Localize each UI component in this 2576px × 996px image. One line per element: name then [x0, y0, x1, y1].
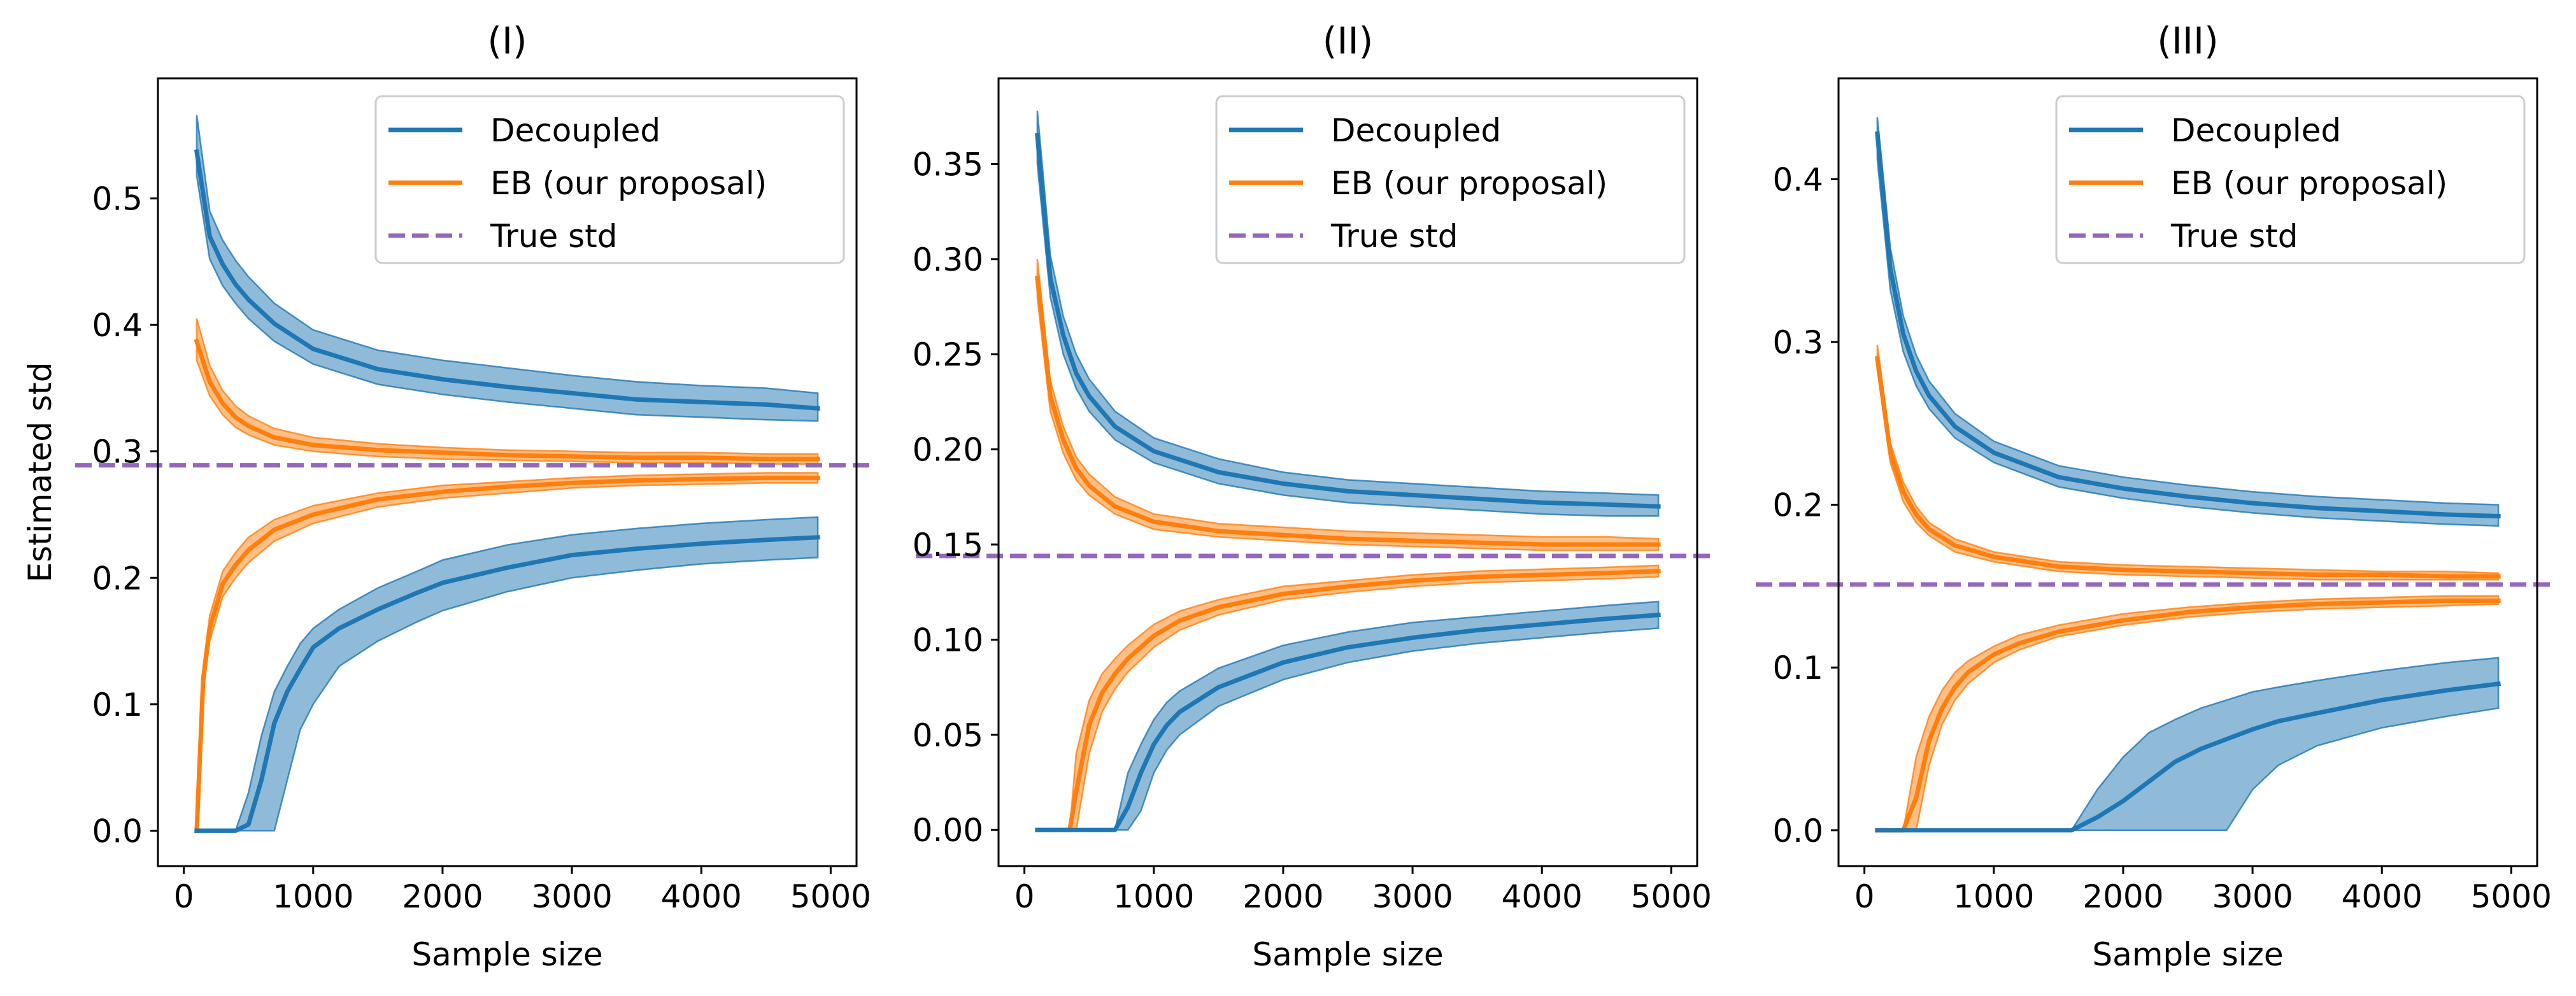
x-tick-label: 3000: [1372, 878, 1453, 915]
band-decoupled-upper: [1876, 117, 2500, 527]
band-eb-upper: [1876, 345, 2500, 581]
axes-frame: [157, 77, 858, 867]
panel-3: 0 1000 2000 3000 4000 5000 0.0 0.1 0.2 0.3 0.4 (III…: [1756, 19, 2556, 973]
legend: Decoupled EB (our proposal) True std: [1215, 95, 1686, 264]
x-tick-label: 2000: [1242, 878, 1323, 915]
legend-label: Decoupled: [2171, 112, 2341, 149]
legend-label: Decoupled: [1331, 112, 1501, 149]
legend: Decoupled EB (our proposal) True std: [2055, 95, 2526, 264]
x-tick-label: 5000: [1631, 878, 1712, 915]
y-tick-label: 0.0: [92, 813, 143, 850]
band-decoupled-upper: [1036, 110, 1660, 517]
legend-label: True std: [2170, 218, 2298, 255]
band-eb-upper: [1036, 259, 1660, 551]
legend: Decoupled EB (our proposal) True std: [374, 95, 845, 264]
y-tick-label: 0.15: [913, 527, 983, 564]
legend-box: [1215, 95, 1686, 264]
x-tick-label: 1000: [273, 878, 353, 915]
y-tick-label: 0.5: [92, 181, 143, 218]
x-tick-label: 5000: [790, 878, 871, 915]
panel-1: 0 1000 2000 3000 4000 5000 0.0 0.1 0.2 0.3 0.4 0.5 (…: [22, 19, 876, 973]
line-eb-lower: [1875, 598, 2501, 833]
legend-label: Decoupled: [490, 112, 660, 149]
y-tick-label: 0.05: [913, 717, 983, 754]
x-tick-label: 4000: [661, 878, 742, 915]
panel-title: (I): [487, 19, 527, 62]
x-tick-label: 1000: [1113, 878, 1194, 915]
y-tick-label: 0.4: [92, 307, 143, 344]
x-axis-label: Sample size: [2092, 936, 2283, 973]
y-axis-label: Estimated std: [22, 362, 59, 583]
y-tick-label: 0.3: [92, 434, 143, 471]
x-tick-label: 0: [174, 878, 194, 915]
panel-title: (III): [2157, 19, 2219, 62]
x-tick-label: 0: [1854, 878, 1875, 915]
panel-title: (II): [1323, 19, 1373, 62]
y-tick-label: 0.35: [913, 146, 983, 183]
line-decoupled-lower: [1035, 612, 1661, 832]
plot-area: [194, 115, 820, 834]
y-tick-label: 0.2: [92, 560, 143, 597]
legend-label: True std: [490, 218, 618, 255]
y-tick-label: 0.1: [1772, 650, 1823, 687]
panel-2: 0 1000 2000 3000 4000 5000 0.00 0.05 0.10 0.15 0.2…: [913, 19, 1716, 973]
legend-label: EB (our proposal): [490, 165, 767, 202]
plot-area: [1874, 117, 2501, 833]
y-tick-label: 0.0: [1772, 813, 1823, 850]
x-tick-label: 1000: [1953, 878, 2034, 915]
y-tick-label: 0.1: [92, 687, 143, 723]
line-decoupled-lower: [1875, 681, 2501, 833]
line-decoupled-upper: [194, 149, 820, 411]
line-decoupled-upper: [1035, 132, 1661, 509]
x-tick-label: 2000: [2082, 878, 2163, 915]
y-tick-label: 0.3: [1772, 324, 1823, 361]
x-tick-label: 0: [1014, 878, 1035, 915]
y-tick-label: 0.25: [913, 336, 983, 373]
y-tick-label: 0.30: [913, 241, 983, 278]
y-tick-label: 0.20: [913, 432, 983, 469]
y-tick-label: 0.4: [1772, 161, 1823, 198]
x-tick-label: 3000: [2212, 878, 2293, 915]
band-decoupled-upper: [196, 115, 819, 422]
line-eb-lower: [194, 475, 820, 834]
legend-box: [374, 95, 845, 264]
line-eb-lower: [1035, 569, 1661, 832]
line-eb-upper: [1874, 355, 2501, 579]
y-tick-label: 0.00: [913, 812, 983, 849]
x-tick-label: 5000: [2471, 878, 2552, 915]
legend-label: EB (our proposal): [1331, 165, 1607, 202]
legend-label: True std: [1330, 218, 1458, 255]
line-eb-upper: [1035, 275, 1661, 547]
line-eb-upper: [194, 338, 820, 462]
x-axis-label: Sample size: [1252, 936, 1443, 973]
y-tick-label: 0.10: [913, 622, 983, 658]
line-decoupled-upper: [1875, 131, 2501, 519]
axes-frame: [1837, 77, 2538, 867]
legend-box: [2055, 95, 2526, 264]
x-tick-label: 3000: [531, 878, 612, 915]
axes-frame: [997, 77, 1698, 867]
x-tick-label: 2000: [402, 878, 483, 915]
plot-area: [1035, 110, 1661, 832]
y-tick-label: 0.2: [1772, 487, 1823, 524]
x-tick-label: 4000: [1502, 878, 1583, 915]
line-decoupled-lower: [194, 535, 820, 833]
x-axis-label: Sample size: [411, 936, 602, 973]
legend-label: EB (our proposal): [2171, 165, 2447, 202]
x-tick-label: 4000: [2342, 878, 2423, 915]
